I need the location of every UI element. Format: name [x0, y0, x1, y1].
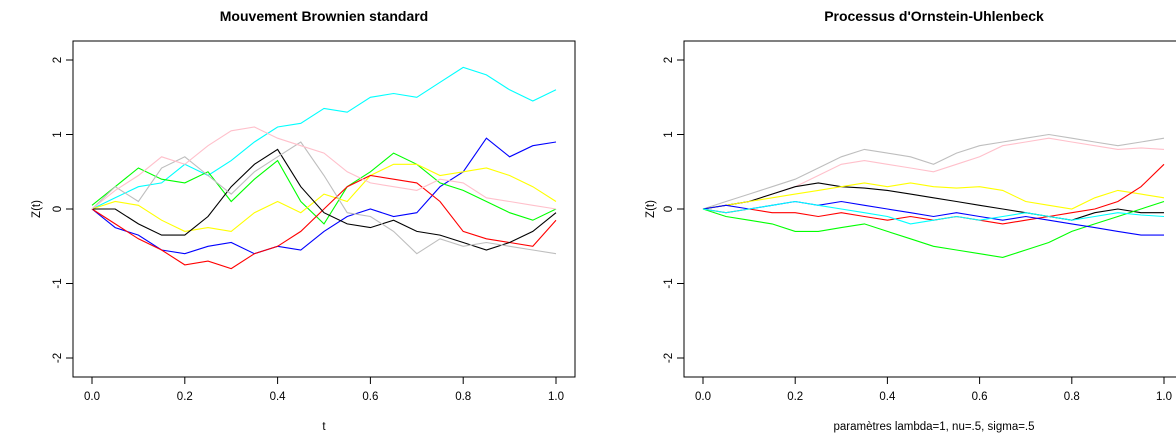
- brownian-motion-panel: Mouvement Brownien standard t Z(t) 0.0 0.…: [31, 8, 576, 433]
- series-layer: [91, 66, 557, 270]
- y-tick-label: -1: [52, 278, 64, 288]
- y-axis-label: Z(t): [31, 200, 43, 218]
- x-axis: 0.0 0.2 0.4 0.6 0.8 1.0: [84, 376, 564, 403]
- series-line-3: [91, 163, 557, 232]
- series-line-5: [92, 148, 557, 251]
- y-tick-label: -2: [52, 353, 64, 363]
- x-tick-label: 0.0: [84, 391, 100, 403]
- x-tick-label: 0.8: [1064, 391, 1080, 403]
- y-tick-label: 0: [52, 206, 64, 212]
- series-line-7: [702, 200, 1165, 225]
- y-tick-label: 2: [663, 57, 675, 63]
- y-tick-label: -2: [663, 353, 675, 363]
- x-tick-label: 0.4: [879, 391, 896, 403]
- series-line-0: [702, 133, 1165, 210]
- series-line-7: [91, 126, 557, 210]
- y-axis: -2 -1 0 1 2: [663, 57, 685, 363]
- series-line-2: [91, 152, 557, 225]
- x-tick-label: 0.6: [362, 391, 378, 403]
- x-tick-label: 0.2: [177, 391, 193, 403]
- plot-frame: [683, 40, 1176, 378]
- y-tick-label: 0: [663, 206, 675, 212]
- series-line-4: [91, 174, 557, 270]
- y-tick-label: 1: [663, 131, 675, 137]
- y-axis: -2 -1 0 1 2: [52, 57, 74, 363]
- x-axis-label: paramètres lambda=1, nu=.5, sigma=.5: [833, 421, 1034, 433]
- x-tick-label: 1.0: [548, 391, 564, 403]
- series-line-0: [91, 66, 557, 210]
- x-axis: 0.0 0.2 0.4 0.6 0.8 1.0: [695, 376, 1172, 403]
- series-line-1: [91, 137, 557, 255]
- series-layer: [702, 133, 1165, 258]
- x-tick-label: 0.6: [972, 391, 988, 403]
- chart-title: Mouvement Brownien standard: [220, 8, 428, 24]
- chart-title: Processus d'Ornstein-Uhlenbeck: [824, 8, 1044, 24]
- series-line-6: [702, 200, 1164, 236]
- y-axis-label: Z(t): [645, 200, 657, 218]
- y-tick-label: 1: [52, 131, 64, 137]
- series-line-6: [91, 141, 557, 255]
- x-tick-label: 0.0: [695, 391, 711, 403]
- ornstein-uhlenbeck-panel: Processus d'Ornstein-Uhlenbeck paramètre…: [645, 8, 1176, 433]
- series-line-3: [702, 182, 1165, 210]
- series-line-5: [702, 200, 1165, 258]
- x-tick-label: 0.4: [270, 391, 287, 403]
- x-axis-label: t: [322, 421, 326, 433]
- x-tick-label: 0.8: [455, 391, 471, 403]
- y-tick-label: -1: [663, 278, 675, 288]
- series-line-2: [702, 182, 1164, 221]
- x-tick-label: 1.0: [1156, 391, 1172, 403]
- x-tick-label: 0.2: [787, 391, 803, 403]
- y-tick-label: 2: [52, 57, 64, 63]
